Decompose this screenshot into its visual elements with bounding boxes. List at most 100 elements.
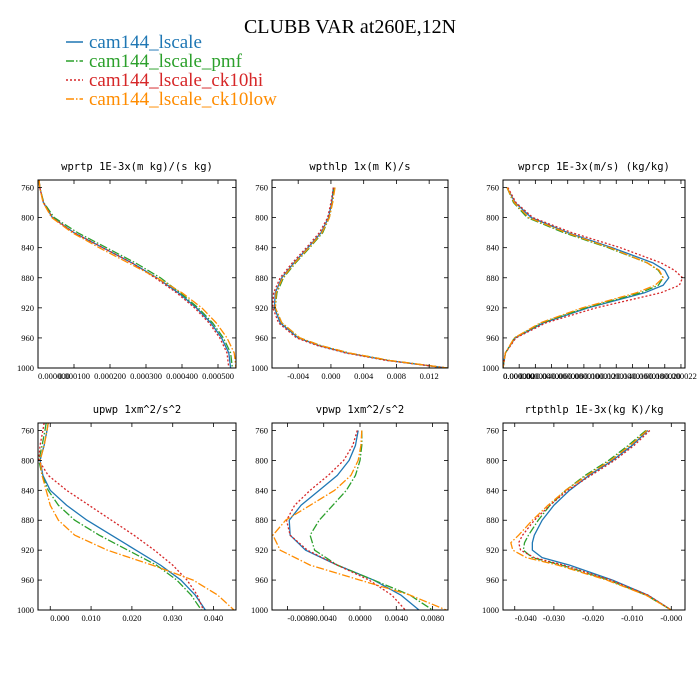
- y-tick-label: 840: [21, 485, 34, 495]
- series-line-cam144_lscale_ck10low: [510, 429, 672, 610]
- x-tick-label: 0.000000: [38, 371, 70, 381]
- series-line-cam144_lscale_ck10hi: [272, 187, 448, 368]
- y-tick-label: 840: [486, 243, 499, 253]
- legend-label-0: cam144_lscale: [89, 32, 202, 53]
- series-line-cam144_lscale_pmf: [522, 429, 672, 610]
- series-line-cam144_lscale: [39, 423, 206, 610]
- y-tick-label: 920: [486, 545, 499, 555]
- y-tick-label: 760: [486, 425, 499, 435]
- series-line-cam144_lscale_ck10hi: [38, 423, 204, 610]
- y-tick-label: 880: [255, 515, 268, 525]
- y-tick-label: 880: [21, 515, 34, 525]
- y-tick-label: 1000: [17, 363, 34, 373]
- y-tick-label: 1000: [251, 605, 268, 615]
- y-tick-label: 920: [255, 303, 268, 313]
- y-tick-label: 800: [21, 455, 34, 465]
- series-line-cam144_lscale_ck10low: [38, 180, 236, 368]
- panel-0: wprtp 1E-3x(m kg)/(s kg) 760 800 840 880 920 9…: [17, 161, 237, 381]
- x-tick-label: 0.000200: [94, 371, 126, 381]
- x-tick-label: 0.000022: [665, 371, 697, 381]
- y-tick-label: 920: [21, 545, 34, 555]
- y-tick-label: 880: [21, 273, 34, 283]
- x-tick-label: 0.000016: [616, 371, 648, 381]
- x-tick-label: -0.0080: [287, 613, 313, 623]
- series-line-cam144_lscale_ck10hi: [503, 187, 684, 368]
- x-tick-label: 0.020: [122, 613, 141, 623]
- x-tick-label: 0.000300: [130, 371, 162, 381]
- x-tick-label: 0.004: [354, 371, 374, 381]
- x-tick-label: 0.000400: [166, 371, 198, 381]
- plot-frame: [37, 422, 237, 611]
- panel-3: upwp 1xm^2/s^2 760 800 840 880 920 960 1000 0.00…: [17, 404, 237, 623]
- series-line-cam144_lscale_ck10low: [39, 423, 235, 610]
- legend-label-2: cam144_lscale_ck10hi: [89, 70, 263, 91]
- x-tick-label: 0.008: [387, 371, 406, 381]
- y-tick-label: 960: [21, 575, 34, 585]
- plot-frame: [271, 179, 449, 369]
- plot-frame: [37, 179, 237, 369]
- plot-frame: [502, 179, 686, 369]
- x-tick-label: 0.000: [321, 371, 340, 381]
- x-tick-label: 0.000100: [58, 371, 90, 381]
- y-tick-label: 800: [486, 455, 499, 465]
- x-tick-label: 0.040: [204, 613, 223, 623]
- series-line-cam144_lscale_ck10low: [503, 187, 664, 368]
- y-tick-label: 800: [21, 213, 34, 223]
- x-tick-label: 0.030: [163, 613, 182, 623]
- panel-title: wpthlp 1x(m K)/s: [309, 161, 410, 173]
- y-tick-label: 880: [255, 273, 268, 283]
- figure-title: CLUBB VAR at260E,12N: [244, 16, 456, 38]
- series-line-cam144_lscale_ck10hi: [38, 180, 230, 368]
- x-tick-label: 0.000500: [202, 371, 234, 381]
- series-line-cam144_lscale_pmf: [503, 187, 664, 368]
- series-line-cam144_lscale_pmf: [274, 187, 448, 368]
- y-tick-label: 760: [21, 183, 34, 193]
- series-line-cam144_lscale_pmf: [309, 430, 433, 610]
- y-tick-label: 760: [255, 425, 268, 435]
- x-tick-label: 0.012: [420, 371, 439, 381]
- y-tick-label: 800: [486, 213, 499, 223]
- series-line-cam144_lscale_ck10low: [272, 430, 447, 610]
- series-line-cam144_lscale: [531, 430, 672, 610]
- y-tick-label: 800: [255, 455, 268, 465]
- series-line-cam144_lscale: [38, 180, 232, 368]
- x-tick-label: -0.000: [660, 613, 682, 623]
- x-tick-label: 0.010: [82, 613, 101, 623]
- y-tick-label: 880: [486, 515, 499, 525]
- x-tick-label: 0.000014: [600, 371, 633, 381]
- panel-title: vpwp 1xm^2/s^2: [316, 404, 405, 416]
- legend: cam144_lscalecam144_lscale_pmfcam144_lsc…: [66, 32, 277, 110]
- y-tick-label: 840: [21, 243, 34, 253]
- series-line-cam144_lscale_pmf: [38, 180, 234, 368]
- x-tick-label: 0.000000: [503, 371, 535, 381]
- x-tick-label: 0.000012: [584, 371, 616, 381]
- panel-4: vpwp 1xm^2/s^2 760 800 840 880 920 960 1000 -0.0…: [251, 404, 449, 623]
- y-tick-label: 840: [486, 485, 499, 495]
- y-tick-label: 1000: [17, 605, 34, 615]
- x-tick-label: 0.000006: [536, 371, 568, 381]
- y-tick-label: 960: [486, 575, 499, 585]
- x-tick-label: -0.0040: [311, 613, 337, 623]
- y-tick-label: 760: [21, 425, 34, 435]
- x-tick-label: 0.000018: [633, 371, 665, 381]
- y-tick-label: 960: [255, 575, 268, 585]
- panel-title: wprcp 1E-3x(m/s) (kg/kg): [518, 161, 670, 173]
- panel-5: rtpthlp 1E-3x(kg K)/kg 760 800 840 880 920 960…: [482, 404, 686, 623]
- x-tick-label: 0.0000: [348, 613, 371, 623]
- series-line-cam144_lscale: [273, 187, 448, 368]
- y-tick-label: 920: [486, 303, 499, 313]
- x-tick-label: 0.000020: [649, 371, 681, 381]
- panels: wprtp 1E-3x(m kg)/(s kg) 760 800 840 880 920 9…: [17, 161, 697, 623]
- x-tick-label: 0.0040: [385, 613, 408, 623]
- series-line-cam144_lscale_ck10low: [274, 187, 448, 368]
- y-tick-label: 880: [486, 273, 499, 283]
- y-tick-label: 1000: [251, 363, 268, 373]
- y-tick-label: 960: [486, 333, 499, 343]
- y-tick-label: 760: [486, 183, 499, 193]
- x-tick-label: 0.000008: [552, 371, 584, 381]
- series-line-cam144_lscale: [503, 187, 670, 368]
- panel-title: rtpthlp 1E-3x(kg K)/kg: [524, 404, 663, 416]
- y-tick-label: 1000: [482, 605, 499, 615]
- series-line-cam144_lscale: [288, 430, 420, 610]
- x-tick-label: 0.000002: [503, 371, 535, 381]
